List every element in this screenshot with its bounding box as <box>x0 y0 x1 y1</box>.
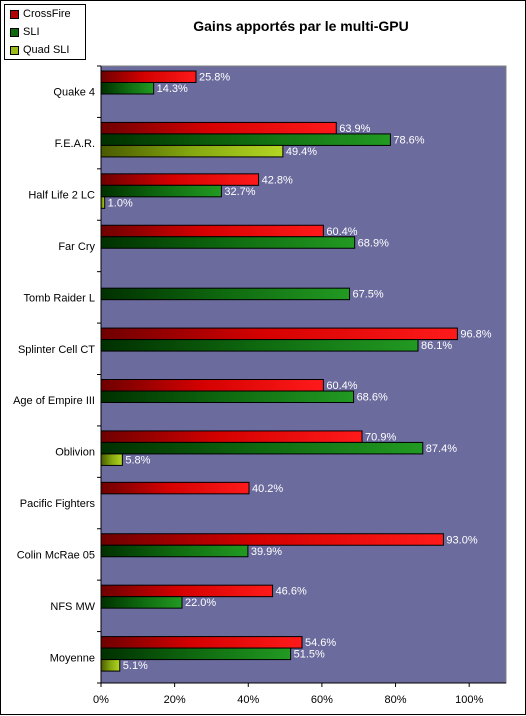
data-label-crossfire-far-cry: 60.4% <box>326 226 357 238</box>
data-label-sli-half-life-2-lc: 32.7% <box>224 186 255 198</box>
data-label-crossfire-oblivion: 70.9% <box>365 431 396 443</box>
bar-sli-splinter-cell-ct <box>100 339 419 352</box>
category-label-pacific-fighters: Pacific Fighters <box>20 498 96 510</box>
bar-sli-moyenne <box>100 647 292 661</box>
bar-crossfire-nfs-mw <box>100 584 274 598</box>
bar-sli-colin-mcrae-05 <box>100 544 249 558</box>
bar-crossfire-pacific-fighters <box>100 481 250 495</box>
data-label-crossfire-age-of-empire-iii: 60.4% <box>326 380 357 392</box>
legend-swatch-crossfire <box>10 9 19 19</box>
bar-crossfire-colin-mcrae-05 <box>100 533 444 546</box>
bar-crossfire-far-cry <box>100 224 324 238</box>
category-label-oblivion: Oblivion <box>55 447 95 459</box>
category-label-moyenne: Moyenne <box>50 652 95 664</box>
bar-crossfire-splinter-cell-ct <box>100 327 458 341</box>
bar-crossfire-f-e-a-r <box>100 121 337 135</box>
bar-sli-nfs-mw <box>100 596 183 609</box>
category-label-tomb-raider-l: Tomb Raider L <box>23 292 95 304</box>
legend-label-quad-sli: Quad SLI <box>23 44 70 56</box>
data-label-sli-far-cry: 68.9% <box>358 237 389 249</box>
data-label-crossfire-splinter-cell-ct: 96.8% <box>460 329 491 341</box>
data-label-crossfire-colin-mcrae-05: 93.0% <box>446 534 477 546</box>
legend-item-sli: SLI <box>5 23 85 41</box>
data-label-crossfire-quake-4: 25.8% <box>199 72 230 84</box>
category-label-splinter-cell-ct: Splinter Cell CT <box>18 344 95 356</box>
data-label-quad-sli-oblivion: 5.8% <box>125 454 150 466</box>
legend-label-sli: SLI <box>23 26 40 38</box>
bar-crossfire-age-of-empire-iii <box>100 379 324 392</box>
data-label-sli-nfs-mw: 22.0% <box>185 597 216 609</box>
x-tick-label-40: 40% <box>237 694 259 706</box>
category-label-f-e-a-r: F.E.A.R. <box>55 138 95 150</box>
category-label-age-of-empire-iii: Age of Empire III <box>13 395 95 407</box>
bar-quad-sli-half-life-2-lc <box>100 196 106 209</box>
bar-quad-sli-oblivion <box>100 453 123 466</box>
bar-sli-f-e-a-r <box>100 133 391 146</box>
legend-swatch-quad-sli <box>10 45 19 55</box>
bar-crossfire-oblivion <box>100 430 363 443</box>
bar-sli-oblivion <box>100 441 424 455</box>
category-label-nfs-mw: NFS MW <box>50 601 95 613</box>
x-tick-label-0: 0% <box>93 694 109 706</box>
legend: CrossFire SLI Quad SLI <box>4 4 86 60</box>
x-tick-label-20: 20% <box>164 694 186 706</box>
bar-crossfire-quake-4 <box>100 70 197 83</box>
data-label-sli-age-of-empire-iii: 68.6% <box>357 392 388 404</box>
data-label-sli-splinter-cell-ct: 86.1% <box>421 340 452 352</box>
bar-sli-quake-4 <box>100 82 155 95</box>
bar-sli-age-of-empire-iii <box>100 390 355 403</box>
x-tick-label-100: 100% <box>455 694 483 706</box>
data-label-crossfire-moyenne: 54.6% <box>305 637 336 649</box>
legend-swatch-sli <box>10 27 19 37</box>
bar-sli-far-cry <box>100 236 356 249</box>
data-label-crossfire-half-life-2-lc: 42.8% <box>262 174 293 186</box>
data-label-sli-quake-4: 14.3% <box>157 83 188 95</box>
legend-item-crossfire: CrossFire <box>5 5 85 23</box>
data-label-quad-sli-f-e-a-r: 49.4% <box>286 146 317 158</box>
data-label-sli-moyenne: 51.5% <box>294 649 325 661</box>
legend-item-quad-sli: Quad SLI <box>5 41 85 59</box>
legend-label-crossfire: CrossFire <box>23 8 71 20</box>
data-label-sli-oblivion: 87.4% <box>426 443 457 455</box>
data-label-quad-sli-moyenne: 5.1% <box>123 660 148 672</box>
bar-quad-sli-f-e-a-r <box>100 144 284 158</box>
bar-crossfire-half-life-2-lc <box>100 173 260 186</box>
category-label-far-cry: Far Cry <box>58 241 95 253</box>
plot-area <box>100 65 507 684</box>
data-label-quad-sli-half-life-2-lc: 1.0% <box>108 197 133 209</box>
data-label-sli-colin-mcrae-05: 39.9% <box>251 546 282 558</box>
data-label-crossfire-nfs-mw: 46.6% <box>276 586 307 598</box>
bar-sli-half-life-2-lc <box>100 184 222 198</box>
category-label-quake-4: Quake 4 <box>53 87 95 99</box>
category-label-half-life-2-lc: Half Life 2 LC <box>28 190 95 202</box>
data-label-crossfire-pacific-fighters: 40.2% <box>252 483 283 495</box>
bar-quad-sli-moyenne <box>100 659 121 672</box>
data-label-sli-tomb-raider-l: 67.5% <box>353 289 384 301</box>
chart-title: Gains apportés par le multi-GPU <box>193 18 409 34</box>
bar-sli-tomb-raider-l <box>100 287 351 301</box>
data-label-sli-f-e-a-r: 78.6% <box>393 134 424 146</box>
x-tick-label-80: 80% <box>385 694 407 706</box>
data-label-crossfire-f-e-a-r: 63.9% <box>339 123 370 135</box>
category-label-colin-mcrae-05: Colin McRae 05 <box>17 549 95 561</box>
x-tick-label-60: 60% <box>311 694 333 706</box>
bar-crossfire-moyenne <box>100 636 303 649</box>
